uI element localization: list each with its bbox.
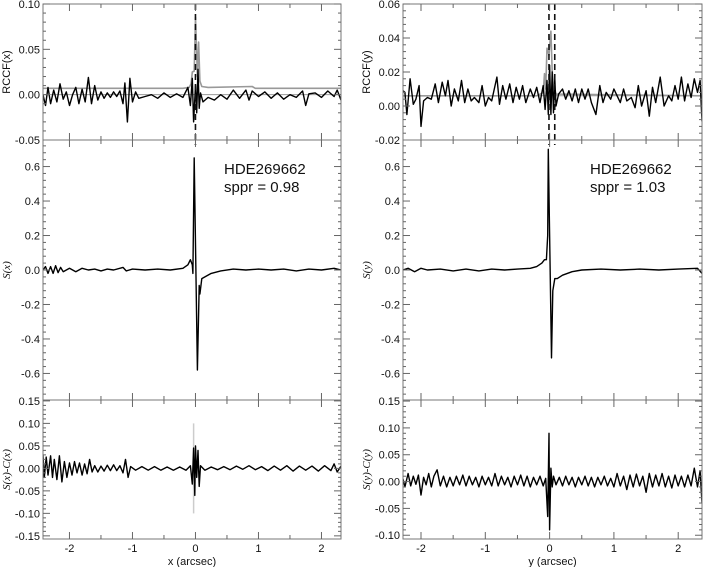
y-tick-label: 0.00 [19, 463, 40, 475]
annotation-sppr: sppr = 0.98 [224, 179, 299, 196]
y-tick-label: -0.4 [21, 334, 40, 346]
y-tick-label: 0.02 [379, 67, 400, 79]
y-tick-label: -0.2 [21, 299, 40, 311]
axes-frame [42, 399, 342, 540]
y-tick-label: 0.10 [19, 0, 40, 11]
panel-rccf-x: -0.05 0.00 0.05 0.10 RCCF(x) [1, 0, 342, 147]
y-tick-label: 0.2 [25, 231, 40, 243]
x-tick-label: 0 [192, 543, 198, 555]
data-series-1 [43, 68, 341, 123]
annotation-star-name: HDE269662 [590, 161, 672, 178]
y-tick-label: 0.0 [25, 265, 40, 277]
y-axis-label: RCCF(y) [361, 50, 373, 93]
y-tick-label: -0.05 [375, 503, 400, 515]
y-tick-label: -0.6 [381, 368, 400, 380]
data-series-0 [43, 157, 341, 371]
data-series-0 [403, 148, 702, 359]
y-tick-label: -0.05 [15, 135, 40, 147]
y-tick-label: 0.4 [385, 196, 400, 208]
y-tick-label: -0.10 [375, 530, 400, 542]
data-series-1 [43, 445, 341, 497]
y-tick-label: -0.02 [375, 135, 400, 147]
annotation-star-name: HDE269662 [224, 161, 306, 178]
axes-frame [402, 399, 703, 540]
y-tick-label: -0.4 [381, 334, 400, 346]
y-tick-label: 0.15 [379, 396, 400, 408]
x-tick-label: -1 [128, 543, 138, 555]
y-axis-label: RCCF(x) [1, 50, 13, 93]
x-tick-label: 1 [611, 543, 617, 555]
y-tick-label: 0.00 [379, 477, 400, 489]
y-tick-label: 0.15 [19, 396, 40, 408]
y-tick-label: 0.4 [25, 196, 40, 208]
y-axis-label: S(y) [361, 261, 373, 279]
panel-s-x: -0.6 -0.4 -0.2 0.0 0.2 0.4 0.6 S(x) HDE269662spp… [1, 139, 342, 401]
panel-resid-y: -2 -1 0 1 2 -0.10 -0.05 0.00 0.05 0.10 0.15 S(y)-C(… [361, 396, 703, 567]
y-tick-label: -0.15 [15, 531, 40, 543]
annotation-sppr: sppr = 1.03 [590, 179, 665, 196]
y-tick-label: 0.05 [19, 44, 40, 56]
x-axis-label: x (arcsec) [168, 556, 216, 567]
y-axis-label: S(x)-C(x) [1, 449, 13, 490]
y-axis-label: S(y)-C(y) [361, 449, 373, 490]
y-tick-label: 0.05 [379, 450, 400, 462]
data-series-0 [403, 432, 702, 531]
y-tick-label: -0.05 [15, 486, 40, 498]
x-tick-label: -2 [65, 543, 75, 555]
panel-rccf-y: -0.02 0.00 0.02 0.04 0.06 RCCF(y) [361, 0, 703, 147]
y-tick-label: 0.00 [379, 101, 400, 113]
y-axis-label: S(x) [1, 261, 13, 279]
y-tick-label: -0.2 [381, 299, 400, 311]
y-tick-label: 0.06 [379, 0, 400, 11]
x-tick-label: -1 [480, 543, 490, 555]
data-series-1 [403, 64, 702, 128]
x-axis-label: y (arcsec) [528, 556, 576, 567]
y-tick-label: 0.00 [19, 90, 40, 102]
y-tick-label: 0.0 [385, 265, 400, 277]
y-tick-label: 0.10 [379, 423, 400, 435]
y-tick-label: 0.05 [19, 441, 40, 453]
y-tick-label: 0.6 [385, 162, 400, 174]
y-tick-label: 0.6 [25, 162, 40, 174]
panel-s-y: -0.6 -0.4 -0.2 0.0 0.2 0.4 0.6 S(y) HDE269662spp… [361, 139, 703, 401]
y-tick-label: 0.2 [385, 231, 400, 243]
y-tick-label: 0.04 [379, 33, 400, 45]
panel-resid-x: -2 -1 0 1 2 -0.15 -0.10 -0.05 0.00 0.05 0.10 0.15 S(… [1, 396, 342, 567]
x-tick-label: 1 [255, 543, 261, 555]
y-tick-label: -0.6 [21, 368, 40, 380]
x-tick-label: -2 [416, 543, 426, 555]
x-tick-label: 0 [547, 543, 553, 555]
x-tick-label: 2 [318, 543, 324, 555]
y-tick-label: -0.10 [15, 508, 40, 520]
x-tick-label: 2 [675, 543, 681, 555]
y-tick-label: 0.10 [19, 418, 40, 430]
